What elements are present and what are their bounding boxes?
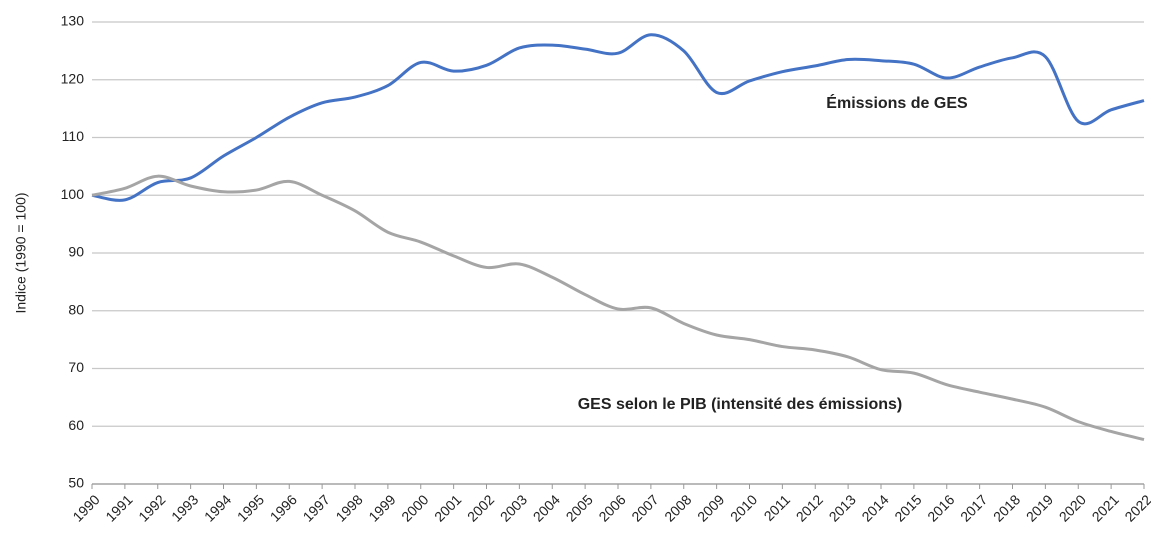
x-tick-label: 2005 xyxy=(563,491,596,524)
x-tick-label: 2016 xyxy=(924,491,957,524)
y-tick-label: 80 xyxy=(68,301,84,317)
y-tick-label: 70 xyxy=(68,359,84,375)
x-tick-label: 2012 xyxy=(793,491,826,524)
x-tick-label: 2022 xyxy=(1121,491,1151,524)
line-series xyxy=(91,174,1145,441)
x-tick-label: 1990 xyxy=(69,491,102,524)
y-tick-label: 110 xyxy=(62,128,85,144)
x-tick-label: 1998 xyxy=(332,491,365,524)
x-tick-label: 2001 xyxy=(431,491,464,524)
x-tick-label: 1999 xyxy=(365,491,398,524)
x-tick-label: 1994 xyxy=(201,491,234,524)
y-tick-label: 120 xyxy=(61,70,85,86)
x-tick-label: 2002 xyxy=(464,491,497,524)
x-tick-label: 1997 xyxy=(300,491,333,524)
x-tick-label: 2009 xyxy=(694,491,727,524)
x-tick-label: 2011 xyxy=(761,491,794,524)
x-tick-label: 2007 xyxy=(628,491,661,524)
y-tick-label: 90 xyxy=(68,244,84,260)
x-tick-label: 2018 xyxy=(990,491,1023,524)
y-tick-label: 60 xyxy=(68,417,84,433)
x-tick-label: 1992 xyxy=(135,491,168,524)
series-annotation: GES selon le PIB (intensité des émission… xyxy=(578,396,903,413)
x-tick-label: 2015 xyxy=(891,491,924,524)
y-axis-label: Indice (1990 = 100) xyxy=(13,192,29,313)
x-tick-label: 1996 xyxy=(267,491,300,524)
series-annotation: Émissions de GES xyxy=(826,93,968,112)
x-tick-label: 2017 xyxy=(957,491,990,524)
x-tick-label: 2010 xyxy=(727,491,760,524)
x-tick-label: 1993 xyxy=(168,491,201,524)
x-tick-label: 2020 xyxy=(1056,491,1089,524)
x-tick-label: 1995 xyxy=(234,491,267,524)
x-tick-label: 2013 xyxy=(826,491,859,524)
x-tick-label: 2000 xyxy=(398,491,431,524)
x-tick-label: 2004 xyxy=(530,491,563,524)
y-tick-label: 100 xyxy=(61,186,85,202)
x-tick-label: 2019 xyxy=(1023,491,1056,524)
y-tick-label: 50 xyxy=(68,475,84,491)
y-tick-label: 130 xyxy=(61,13,85,29)
x-tick-label: 2008 xyxy=(661,491,694,524)
x-tick-label: 2021 xyxy=(1089,491,1122,524)
line-series xyxy=(91,33,1145,202)
x-tick-label: 2003 xyxy=(497,491,530,524)
x-tick-label: 2014 xyxy=(858,491,891,524)
x-tick-label: 2006 xyxy=(595,491,628,524)
x-tick-label: 1991 xyxy=(102,491,135,524)
